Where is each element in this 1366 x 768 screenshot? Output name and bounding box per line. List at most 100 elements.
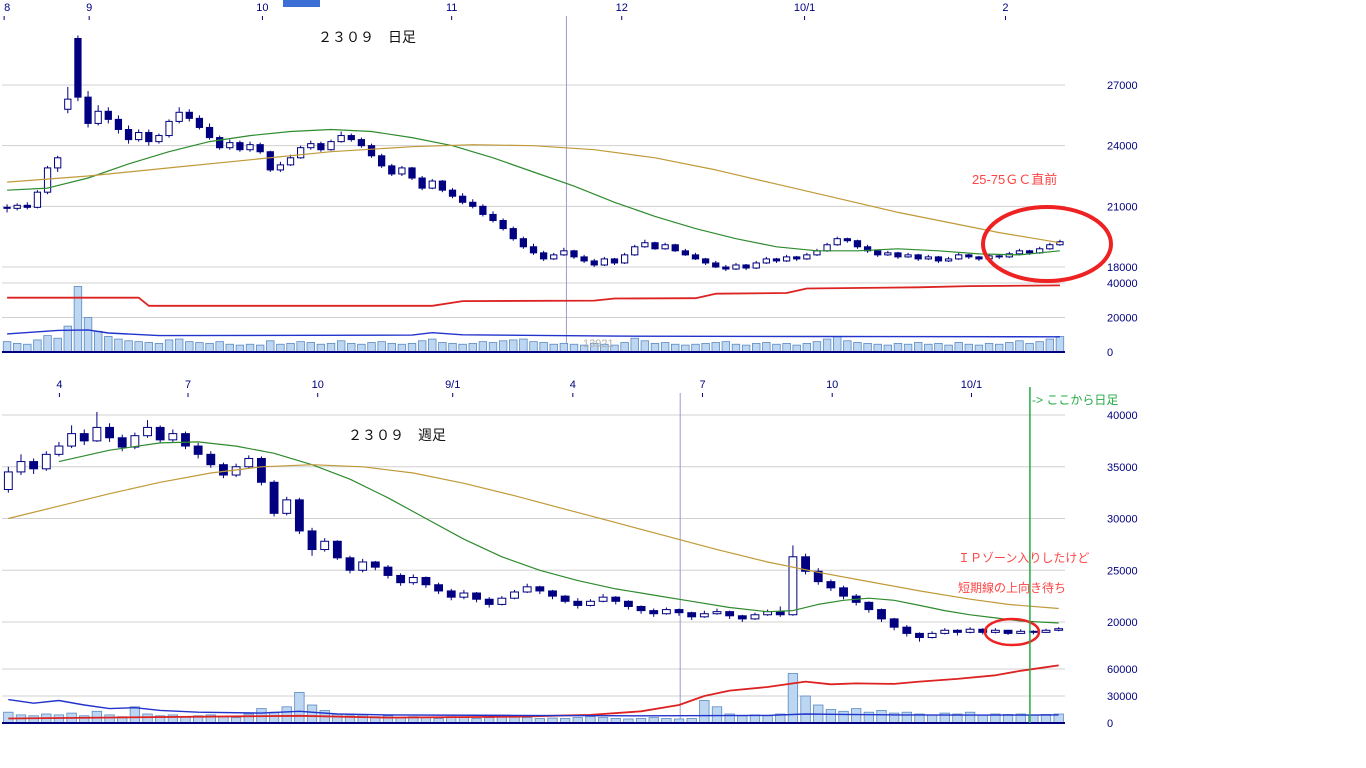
candle-down: [266, 151, 274, 171]
candle-up: [884, 252, 892, 256]
volume-bar: [347, 342, 356, 353]
candle-up: [1016, 630, 1026, 634]
candle-down: [193, 445, 203, 455]
ip-zone-note-1: ＩＰゾーン入りしたけど: [958, 551, 1089, 565]
candle-down: [438, 180, 447, 191]
volume-bar: [833, 336, 842, 353]
volume-bar: [225, 343, 234, 353]
candle-down: [84, 96, 92, 124]
candle-down: [529, 246, 538, 254]
candle-up: [641, 242, 649, 248]
candle-down: [378, 155, 386, 167]
candle-up: [459, 592, 469, 598]
price-tick-label: 30000: [1107, 514, 1138, 526]
volume-tick-label: 30000: [1107, 691, 1138, 703]
volume-bar: [134, 341, 143, 353]
ma-13w-line: [58, 441, 1059, 624]
volume-bar: [974, 344, 984, 353]
candle-down: [448, 189, 457, 197]
candle-down: [219, 464, 228, 476]
candle-down: [995, 255, 1003, 258]
candle-up: [782, 256, 791, 262]
volume-bar: [114, 338, 123, 353]
x-axis-label: 12: [616, 2, 628, 14]
candle-up: [752, 262, 760, 269]
candle-down: [1025, 250, 1034, 254]
volume-bar: [825, 709, 837, 724]
candle-up: [143, 426, 152, 437]
volume-bar: [245, 343, 255, 353]
candle-down: [742, 264, 750, 269]
price-tick-label: 40000: [1107, 410, 1138, 422]
candle-down: [185, 111, 193, 119]
volume-bar: [306, 342, 315, 353]
candle-down: [388, 165, 396, 175]
volume-bar: [407, 342, 417, 353]
candle-down: [418, 177, 426, 189]
volume-bar: [934, 342, 943, 353]
candle-up: [286, 157, 295, 166]
candle-down: [519, 238, 528, 248]
candle-up: [231, 466, 241, 476]
indicator-blue-line: [7, 329, 1060, 338]
volume-bar: [863, 711, 874, 724]
volume-bar: [812, 341, 822, 353]
volume-bar: [994, 343, 1004, 353]
candle-down: [712, 262, 720, 268]
volume-bar: [731, 343, 741, 353]
candle-down: [509, 228, 517, 240]
volume-bar: [468, 342, 477, 353]
volume-bar: [43, 335, 52, 353]
volume-bar: [640, 340, 650, 353]
volume-bar: [73, 286, 83, 353]
volume-bar: [681, 344, 690, 353]
volume-bar: [129, 706, 141, 724]
volume-bar: [838, 710, 849, 724]
candle-down: [3, 206, 11, 209]
volume-bar: [478, 341, 488, 353]
volume-bar: [876, 709, 887, 724]
ip-zone-note-2: 短期線の上向き待ち: [958, 580, 1066, 595]
volume-bar: [901, 711, 912, 724]
volume-bar: [893, 342, 903, 353]
volume-tick-label: 40000: [1107, 278, 1138, 290]
volume-bar: [142, 713, 153, 724]
ma-25-line: [7, 128, 1060, 256]
candle-up: [67, 433, 77, 447]
candle-up: [550, 254, 558, 260]
volume-bar: [1055, 336, 1065, 353]
volume-bar: [83, 317, 93, 353]
candle-down: [914, 254, 922, 260]
volume-bar: [539, 342, 548, 353]
volume-bar: [782, 342, 791, 353]
volume-bar: [124, 340, 133, 353]
candle-up: [1054, 628, 1064, 631]
candle-up: [940, 629, 950, 634]
volume-bar: [721, 341, 731, 353]
volume-bar: [266, 340, 275, 353]
price-tick-label: 25000: [1107, 565, 1138, 577]
candle-down: [573, 600, 583, 606]
candle-down: [671, 244, 679, 252]
candle-down: [307, 530, 317, 551]
candle-up: [823, 244, 831, 252]
volume-bar: [924, 343, 933, 353]
candle-up: [43, 167, 52, 193]
candle-up: [560, 250, 568, 256]
candle-down: [446, 590, 456, 598]
candle-down: [434, 584, 444, 592]
candle-up: [135, 132, 143, 141]
candle-down: [722, 266, 730, 270]
candle-down: [195, 117, 204, 128]
x-axis-label: 10/1: [794, 2, 815, 14]
price-tick-label: 18000: [1107, 262, 1138, 274]
volume-bar: [286, 342, 295, 353]
candle-down: [826, 581, 836, 589]
volume-bar: [1005, 342, 1014, 353]
volume-bar: [914, 342, 923, 353]
candle-up: [598, 596, 608, 602]
candle-down: [570, 250, 578, 258]
daily-candlestick-chart: 27000 24000 21000 18000 40000 20000 0 8 9 10 11 12 1…: [2, 2, 1138, 359]
candle-down: [421, 576, 431, 586]
volume-bar: [843, 340, 852, 353]
